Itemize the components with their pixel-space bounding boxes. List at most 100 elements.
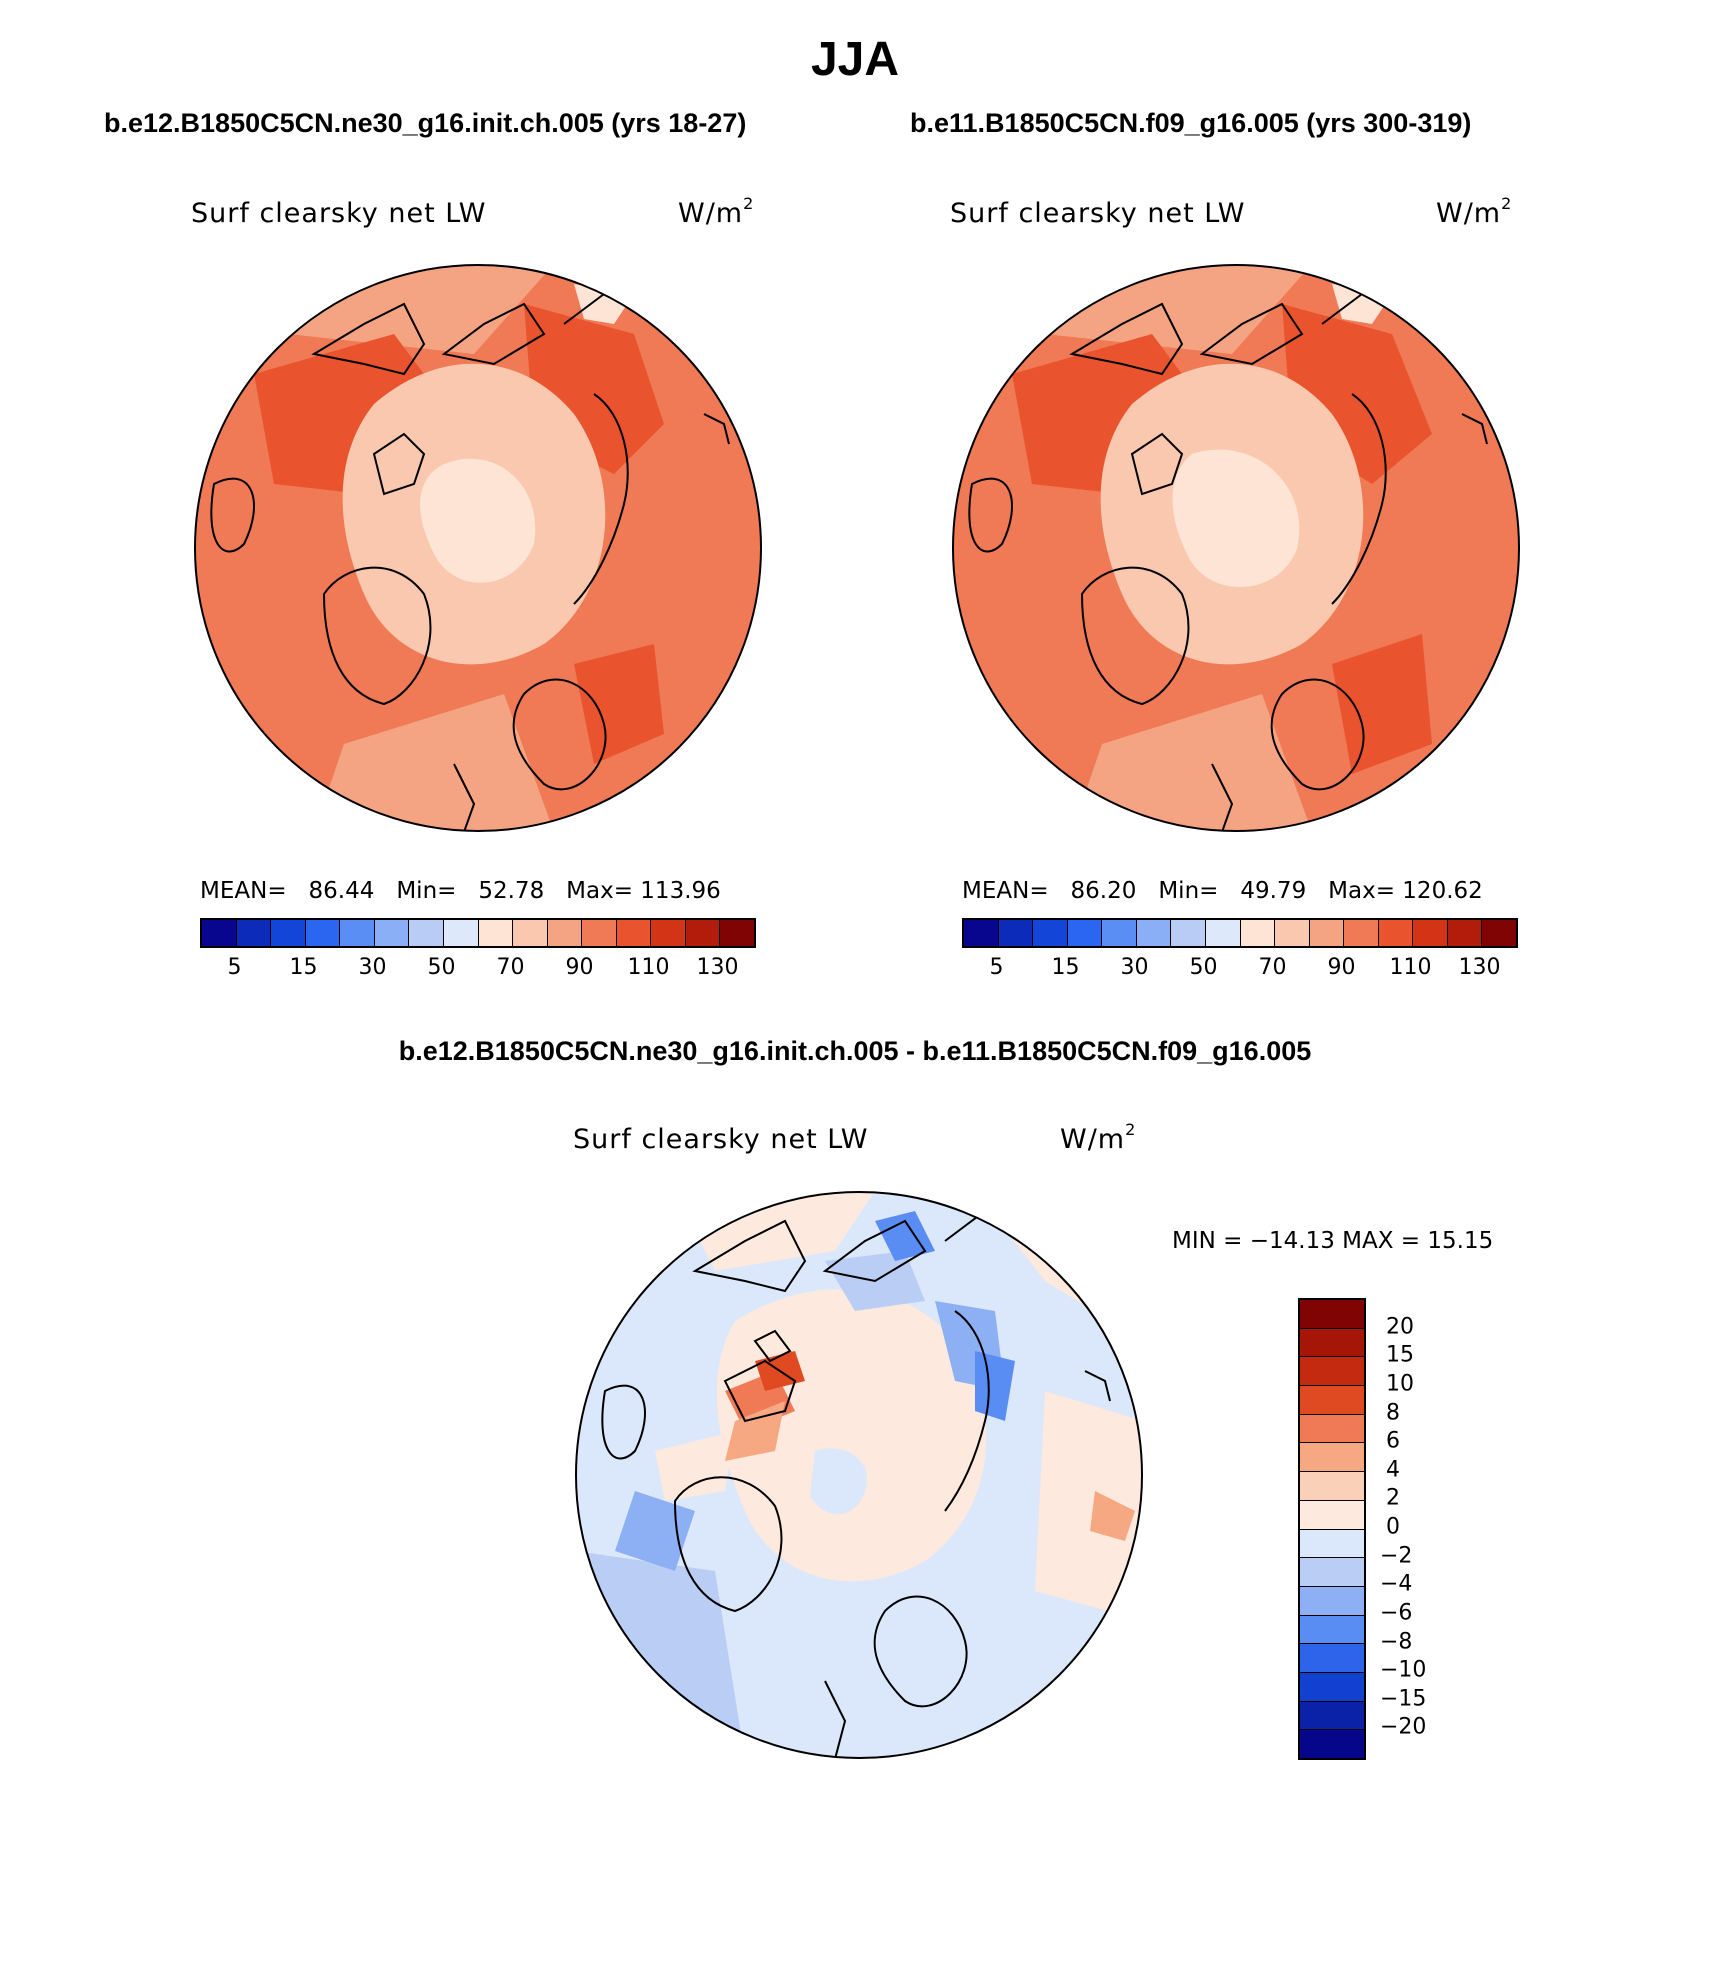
colorbar-swatch	[1102, 920, 1137, 946]
diff-variable-label: Surf clearsky net LW	[573, 1124, 869, 1155]
colorbar-swatch	[720, 920, 754, 946]
colorbar-swatch	[1275, 920, 1310, 946]
colorbar-tick-label: −6	[1380, 1600, 1413, 1626]
right-case-title: b.e11.B1850C5CN.f09_g16.005 (yrs 300-319…	[910, 108, 1472, 138]
colorbar-tick-label: 10	[1386, 1371, 1414, 1397]
right-colorbar-labels: 5 15 30 50 70 90 110 130	[962, 955, 1518, 985]
colorbar-tick-label: 130	[696, 955, 739, 980]
left-colorbar	[200, 918, 756, 948]
colorbar-tick-label: 30	[1120, 955, 1149, 980]
colorbar-swatch	[1300, 1414, 1364, 1444]
colorbar-swatch	[1378, 920, 1414, 946]
diff-polar-map	[575, 1191, 1143, 1759]
left-case-title: b.e12.B1850C5CN.ne30_g16.init.ch.005 (yr…	[104, 108, 747, 138]
colorbar-swatch	[1205, 920, 1241, 946]
colorbar-swatch	[1300, 1730, 1364, 1758]
colorbar-tick-label: 110	[1389, 955, 1432, 980]
colorbar-swatch	[374, 920, 410, 946]
colorbar-tick-label: 90	[565, 955, 594, 980]
colorbar-tick-label: −8	[1380, 1629, 1413, 1654]
colorbar-swatch	[1240, 920, 1276, 946]
colorbar-tick-label: 20	[1386, 1314, 1414, 1340]
colorbar-swatch	[1300, 1672, 1364, 1702]
colorbar-swatch	[1300, 1500, 1364, 1530]
colorbar-swatch	[1171, 920, 1206, 946]
left-polar-map	[194, 264, 762, 832]
colorbar-tick-label: 4	[1386, 1457, 1400, 1483]
right-variable-label: Surf clearsky net LW	[950, 198, 1246, 229]
diff-title: b.e12.B1850C5CN.ne30_g16.init.ch.005 - b…	[398, 1036, 1312, 1066]
right-polar-map	[952, 264, 1520, 832]
colorbar-tick-label: 15	[289, 955, 318, 980]
colorbar-tick-label: 50	[1189, 955, 1218, 980]
colorbar-swatch	[1309, 920, 1345, 946]
colorbar-tick-label: −2	[1380, 1543, 1413, 1569]
colorbar-tick-label: 2	[1386, 1485, 1400, 1511]
colorbar-swatch	[651, 920, 686, 946]
left-colorbar-labels: 5 15 30 50 70 90 110 130	[200, 955, 756, 985]
right-colorbar	[962, 918, 1518, 948]
colorbar-swatch	[1413, 920, 1448, 946]
colorbar-swatch	[964, 920, 999, 946]
colorbar-tick-label: 70	[496, 955, 525, 980]
colorbar-swatch	[582, 920, 617, 946]
colorbar-swatch	[1300, 1529, 1364, 1559]
colorbar-swatch	[1033, 920, 1068, 946]
colorbar-swatch	[236, 920, 272, 946]
colorbar-tick-label: 15	[1051, 955, 1080, 980]
colorbar-tick-label: 8	[1386, 1400, 1400, 1425]
colorbar-swatch	[1300, 1328, 1364, 1358]
left-units-label: W/m2	[678, 194, 755, 229]
colorbar-tick-label: 50	[427, 955, 456, 980]
diff-colorbar	[1298, 1298, 1366, 1760]
left-stats: MEAN= 86.44 Min= 52.78 Max= 113.96	[200, 878, 721, 904]
colorbar-swatch	[271, 920, 306, 946]
colorbar-swatch	[1447, 920, 1483, 946]
colorbar-swatch	[1344, 920, 1379, 946]
colorbar-swatch	[998, 920, 1034, 946]
colorbar-tick-label: −20	[1380, 1714, 1427, 1740]
colorbar-swatch	[1300, 1701, 1364, 1731]
colorbar-tick-label: −10	[1380, 1657, 1427, 1683]
colorbar-tick-label: 30	[358, 955, 387, 980]
colorbar-swatch	[340, 920, 375, 946]
diff-minmax: MIN = −14.13 MAX = 15.15	[1172, 1228, 1494, 1254]
colorbar-swatch	[616, 920, 652, 946]
colorbar-swatch	[1300, 1357, 1364, 1387]
colorbar-tick-label: 5	[989, 955, 1004, 980]
colorbar-swatch	[1300, 1300, 1364, 1329]
colorbar-swatch	[513, 920, 548, 946]
colorbar-tick-label: −15	[1380, 1686, 1427, 1712]
colorbar-tick-label: 0	[1386, 1514, 1400, 1540]
colorbar-swatch	[409, 920, 444, 946]
colorbar-swatch	[202, 920, 237, 946]
colorbar-tick-label: 70	[1258, 955, 1287, 980]
colorbar-tick-label: 110	[627, 955, 670, 980]
colorbar-swatch	[1300, 1472, 1364, 1501]
colorbar-swatch	[1300, 1443, 1364, 1473]
colorbar-tick-label: −4	[1380, 1571, 1413, 1597]
colorbar-swatch	[478, 920, 514, 946]
diff-units-label: W/m2	[1060, 1120, 1137, 1155]
colorbar-swatch	[1300, 1644, 1364, 1673]
colorbar-tick-label: 130	[1458, 955, 1501, 980]
colorbar-tick-label: 90	[1327, 955, 1356, 980]
colorbar-swatch	[1067, 920, 1103, 946]
colorbar-swatch	[1300, 1386, 1364, 1415]
colorbar-swatch	[1300, 1615, 1364, 1645]
right-units-label: W/m2	[1436, 194, 1513, 229]
colorbar-swatch	[1300, 1586, 1364, 1616]
colorbar-swatch	[1136, 920, 1172, 946]
colorbar-tick-label: 6	[1386, 1428, 1400, 1454]
colorbar-swatch	[1300, 1558, 1364, 1587]
colorbar-tick-label: 5	[227, 955, 242, 980]
colorbar-swatch	[547, 920, 583, 946]
colorbar-tick-label: 15	[1386, 1342, 1414, 1368]
right-stats: MEAN= 86.20 Min= 49.79 Max= 120.62	[962, 878, 1483, 904]
diff-colorbar-labels: 20 15 10 8 6 4 2 0 −2 −4 −6 −8 −10 −15 −20	[1380, 1298, 1460, 1756]
colorbar-swatch	[443, 920, 479, 946]
figure-title: JJA	[810, 33, 900, 86]
colorbar-swatch	[305, 920, 341, 946]
left-variable-label: Surf clearsky net LW	[191, 198, 487, 229]
colorbar-swatch	[1482, 920, 1516, 946]
